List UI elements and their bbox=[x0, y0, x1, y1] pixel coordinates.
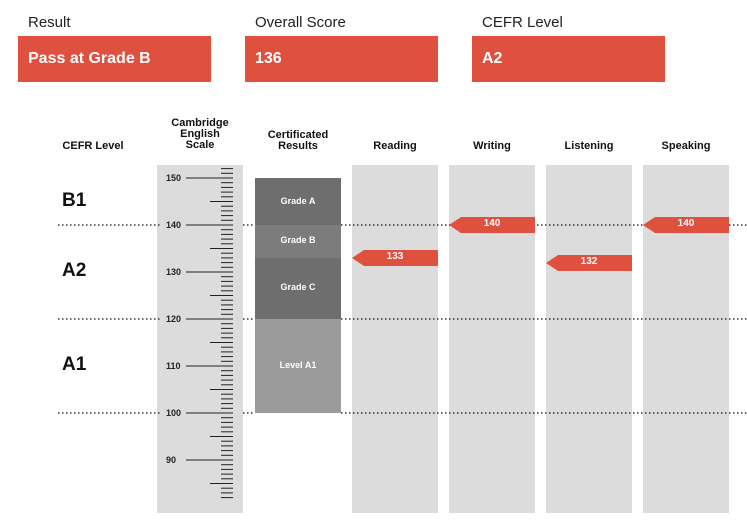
listening-score-marker: 132 bbox=[546, 254, 632, 271]
header-cert-line-1: Certificated bbox=[267, 129, 329, 141]
speaking-score-marker: 140 bbox=[643, 217, 729, 233]
header-writing: Writing bbox=[473, 140, 511, 152]
header-cert-line-2: Results bbox=[278, 140, 318, 152]
header-speaking: Speaking bbox=[661, 140, 711, 152]
reading-score-marker: 133 bbox=[352, 249, 438, 266]
reading-score-label: 133 bbox=[386, 250, 404, 262]
scale-tick-label: 120 bbox=[166, 314, 181, 324]
cefr-level-b1: B1 bbox=[62, 189, 87, 211]
overall-score-value-box: 136 bbox=[245, 36, 438, 82]
result-label: Result bbox=[28, 14, 71, 31]
overall-score-label: Overall Score bbox=[255, 14, 346, 31]
result-value-box: Pass at Grade B bbox=[18, 36, 211, 82]
header-reading: Reading bbox=[373, 140, 417, 152]
cefr-level-label: CEFR Level bbox=[482, 14, 563, 31]
scale-tick-label: 130 bbox=[166, 267, 181, 277]
grade-c-band: Grade C bbox=[255, 257, 341, 319]
reading-column bbox=[352, 165, 438, 513]
scale-tick-label: 150 bbox=[166, 173, 181, 183]
header-cefr-level: CEFR Level bbox=[62, 140, 124, 152]
header-certificated-results: Certificated Results bbox=[250, 130, 346, 152]
scale-tick-label: 110 bbox=[166, 361, 181, 371]
listening-column bbox=[546, 165, 632, 513]
grade-a-label: Grade A bbox=[280, 195, 316, 206]
scale-tick-label: 100 bbox=[166, 408, 181, 418]
cefr-level-a1: A1 bbox=[62, 354, 87, 375]
level-a1-label: Level A1 bbox=[279, 360, 317, 370]
header-scale-line-1: Cambridge bbox=[171, 117, 229, 129]
header-scale-line-3: Scale bbox=[185, 139, 215, 151]
scale-tick-label: 90 bbox=[166, 455, 176, 465]
cefr-level-value-box: A2 bbox=[472, 36, 665, 82]
writing-score-label: 140 bbox=[483, 218, 501, 229]
grade-b-band: Grade B bbox=[255, 225, 341, 258]
cefr-level-a2: A2 bbox=[62, 260, 87, 281]
writing-score-marker: 140 bbox=[449, 217, 535, 233]
grade-a-band: Grade A bbox=[255, 178, 341, 225]
speaking-score-label: 140 bbox=[677, 218, 695, 229]
grade-b-label: Grade B bbox=[280, 235, 316, 246]
header-cambridge-english-scale: Cambridge English Scale bbox=[157, 118, 243, 151]
listening-score-label: 132 bbox=[580, 255, 598, 267]
scale-tick-label: 140 bbox=[166, 220, 181, 230]
level-a1-band: Level A1 bbox=[255, 319, 341, 413]
header-scale-line-2: English bbox=[180, 128, 220, 140]
grade-c-label: Grade C bbox=[280, 282, 316, 293]
header-listening: Listening bbox=[564, 140, 614, 152]
